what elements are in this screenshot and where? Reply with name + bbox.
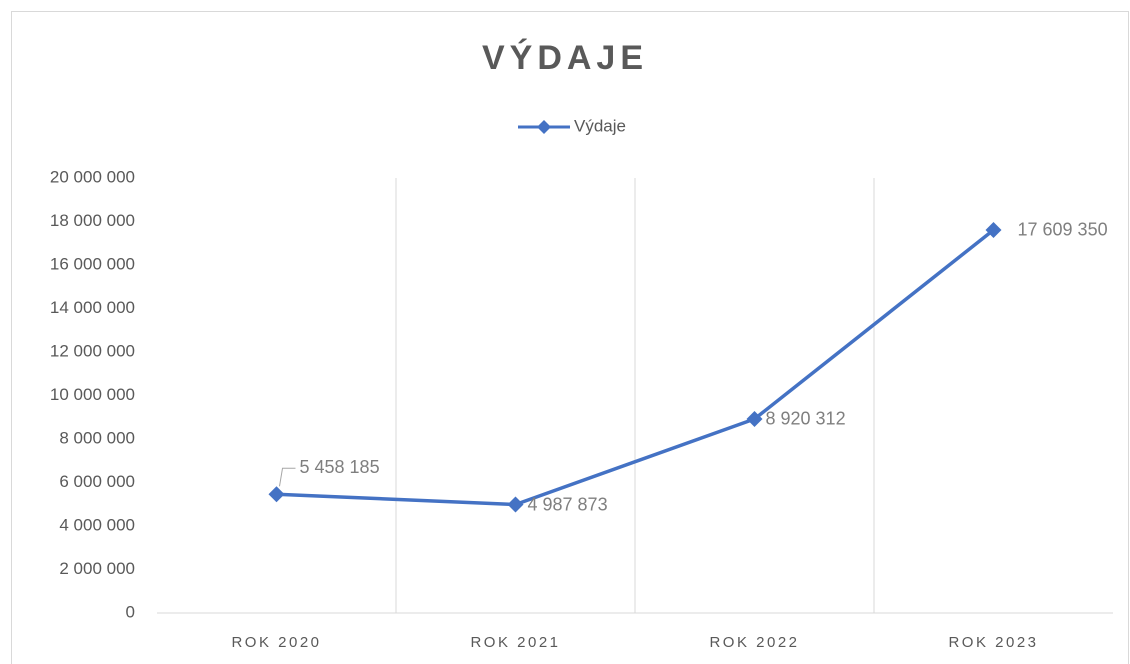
x-tick-label: ROK 2022: [709, 634, 799, 651]
y-tick-label: 18 000 000: [50, 211, 135, 230]
data-label: 17 609 350: [1018, 220, 1108, 240]
data-label: 4 987 873: [528, 494, 608, 514]
data-point: [985, 221, 1002, 238]
y-tick-label: 6 000 000: [59, 472, 135, 491]
y-tick-label: 16 000 000: [50, 254, 135, 273]
data-point: [268, 486, 285, 503]
legend-label: Výdaje: [574, 116, 626, 135]
data-label: 5 458 185: [300, 457, 380, 477]
data-point: [746, 410, 763, 427]
y-tick-label: 12 000 000: [50, 341, 135, 360]
y-tick-label: 8 000 000: [59, 428, 135, 447]
y-tick-label: 0: [126, 602, 135, 621]
data-label: 8 920 312: [766, 409, 846, 429]
y-tick-label: 4 000 000: [59, 515, 135, 534]
y-tick-label: 20 000 000: [50, 167, 135, 186]
series-line: [276, 228, 995, 507]
chart-border: [11, 11, 1129, 664]
leader-line: [279, 467, 296, 487]
y-tick-label: 2 000 000: [59, 559, 135, 578]
data-point: [507, 496, 524, 513]
x-tick-label: ROK 2023: [948, 634, 1038, 651]
legend-marker: [537, 120, 551, 134]
chart-title: VÝDAJE: [482, 39, 648, 77]
y-tick-label: 14 000 000: [50, 298, 135, 317]
y-tick-label: 10 000 000: [50, 385, 135, 404]
x-tick-label: ROK 2020: [231, 634, 321, 651]
x-tick-label: ROK 2021: [470, 634, 560, 651]
